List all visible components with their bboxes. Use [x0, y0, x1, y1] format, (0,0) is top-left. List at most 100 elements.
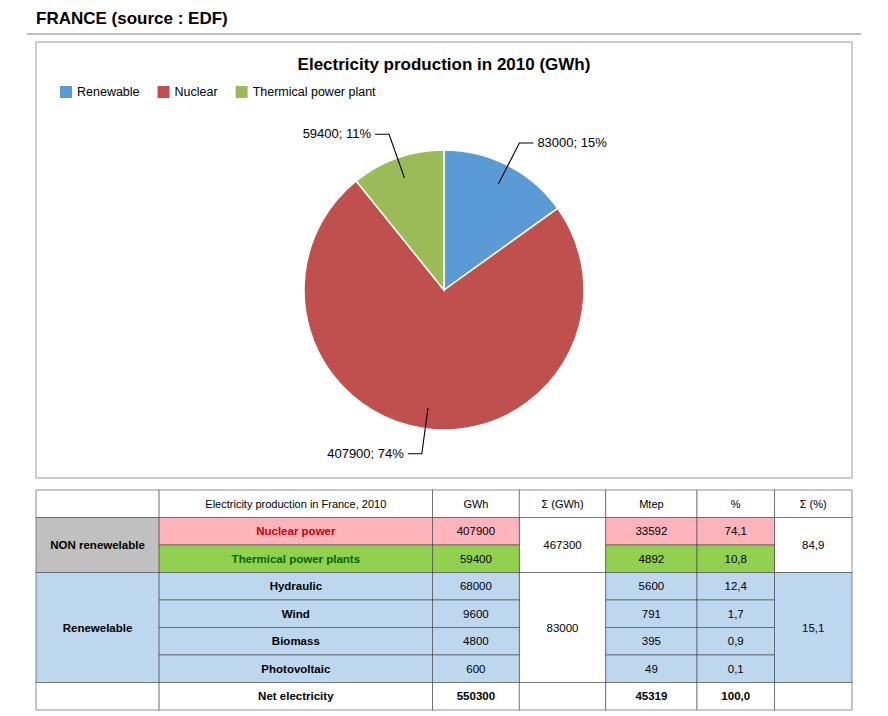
table-text: Nuclear power — [256, 525, 336, 537]
table-text: 15,1 — [802, 622, 824, 634]
table-cell — [606, 573, 697, 601]
table-text: 74,1 — [725, 525, 747, 537]
table-text: 68000 — [460, 580, 492, 592]
table-text: Electricity production in France, 2010 — [205, 498, 386, 510]
table-cell — [606, 628, 697, 656]
table: Electricity production in France, 2010 GW… — [36, 490, 852, 710]
pie-title: Electricity production in 2010 (GWh) — [298, 55, 591, 74]
table-cell — [159, 490, 433, 518]
table-cell — [775, 683, 852, 711]
table-text: % — [731, 498, 741, 510]
table-text: 4800 — [463, 635, 489, 647]
table-cell — [159, 655, 433, 683]
table-cell — [775, 518, 852, 573]
table-text: 33592 — [635, 525, 667, 537]
chart: FRANCE (source : EDF) Electricity product… — [0, 0, 888, 716]
table-text: 9600 — [463, 608, 489, 620]
table-cell — [159, 600, 433, 628]
table-cell — [159, 628, 433, 656]
table-text: Thermical power plants — [232, 553, 360, 565]
table-text: 791 — [642, 608, 661, 620]
table-cell — [606, 600, 697, 628]
table-text: 600 — [466, 663, 485, 675]
leader-line — [408, 408, 428, 454]
table-cell — [606, 545, 697, 573]
table-cell — [519, 573, 606, 683]
table-text: Wind — [282, 608, 310, 620]
table-text: Net electricity — [258, 690, 334, 702]
leader-line — [375, 134, 404, 178]
legend-swatch — [158, 86, 170, 98]
table-text: 550300 — [457, 690, 495, 702]
table-cell — [697, 655, 774, 683]
legend-swatch — [60, 86, 72, 98]
table-cell — [433, 545, 520, 573]
table-text: 10,8 — [725, 553, 747, 565]
table-cell — [159, 545, 433, 573]
table-text: Biomass — [272, 635, 320, 647]
table-cell — [775, 490, 852, 518]
table-text: GWh — [463, 498, 488, 510]
table-text: 467300 — [543, 539, 581, 551]
table-cell — [519, 490, 606, 518]
table-cell — [433, 628, 520, 656]
divider — [27, 33, 861, 35]
table-cell — [606, 490, 697, 518]
figure-title: FRANCE (source : EDF) — [36, 9, 228, 28]
pie-slice — [356, 150, 444, 290]
table-cell — [433, 518, 520, 546]
pie-frame — [36, 42, 852, 478]
table-text: Mtep — [639, 498, 663, 510]
table-cell — [433, 600, 520, 628]
table-text: 49 — [645, 663, 658, 675]
table-cell — [159, 683, 433, 711]
table-cell — [159, 518, 433, 546]
table-text: 59400 — [460, 553, 492, 565]
table-cell — [697, 545, 774, 573]
table-text: Hydraulic — [270, 580, 323, 592]
table-text: Σ (%) — [800, 498, 827, 510]
table-cell — [697, 683, 774, 711]
table-text: 4892 — [639, 553, 665, 565]
table-cell — [433, 490, 520, 518]
table-cell — [697, 518, 774, 546]
table-cell — [519, 683, 606, 711]
table-text: 1,7 — [728, 608, 744, 620]
table-text: 0,9 — [728, 635, 744, 647]
table-cell — [433, 573, 520, 601]
table-text: 395 — [642, 635, 661, 647]
table-text: 84,9 — [802, 539, 824, 551]
table-cell — [519, 518, 606, 573]
table-text: NON renewelable — [50, 539, 145, 551]
table-cell — [606, 518, 697, 546]
table-text: 5600 — [639, 580, 665, 592]
data-label: 407900; 74% — [327, 446, 404, 461]
legend-label: Nuclear — [175, 85, 218, 99]
table-cell — [36, 683, 159, 711]
table-text: 12,4 — [725, 580, 748, 592]
table-cell — [697, 628, 774, 656]
leader-line — [498, 143, 533, 184]
table-text: 100,0 — [721, 690, 750, 702]
table-text: 45319 — [635, 690, 667, 702]
table-cell — [697, 490, 774, 518]
table-cell — [159, 573, 433, 601]
table-text: 0,1 — [728, 663, 744, 675]
legend-swatch — [236, 86, 248, 98]
table-cell — [36, 573, 159, 683]
table-text: Σ (GWh) — [541, 498, 583, 510]
data-labels: 83000; 15%407900; 74%59400; 11% — [303, 126, 608, 460]
table-cell — [433, 683, 520, 711]
legend-label: Thermical power plant — [253, 85, 376, 99]
table-cell — [775, 573, 852, 683]
data-label: 59400; 11% — [303, 126, 372, 141]
table-cell — [697, 573, 774, 601]
table-cell — [697, 600, 774, 628]
table-cell — [606, 683, 697, 711]
legend: RenewableNuclearThermical power plant — [60, 85, 376, 99]
table-text: Photovoltaic — [261, 663, 331, 675]
table-cell — [36, 518, 159, 573]
table-cell — [433, 655, 520, 683]
table-text: 83000 — [547, 622, 579, 634]
table-text: Renewelable — [63, 622, 133, 634]
